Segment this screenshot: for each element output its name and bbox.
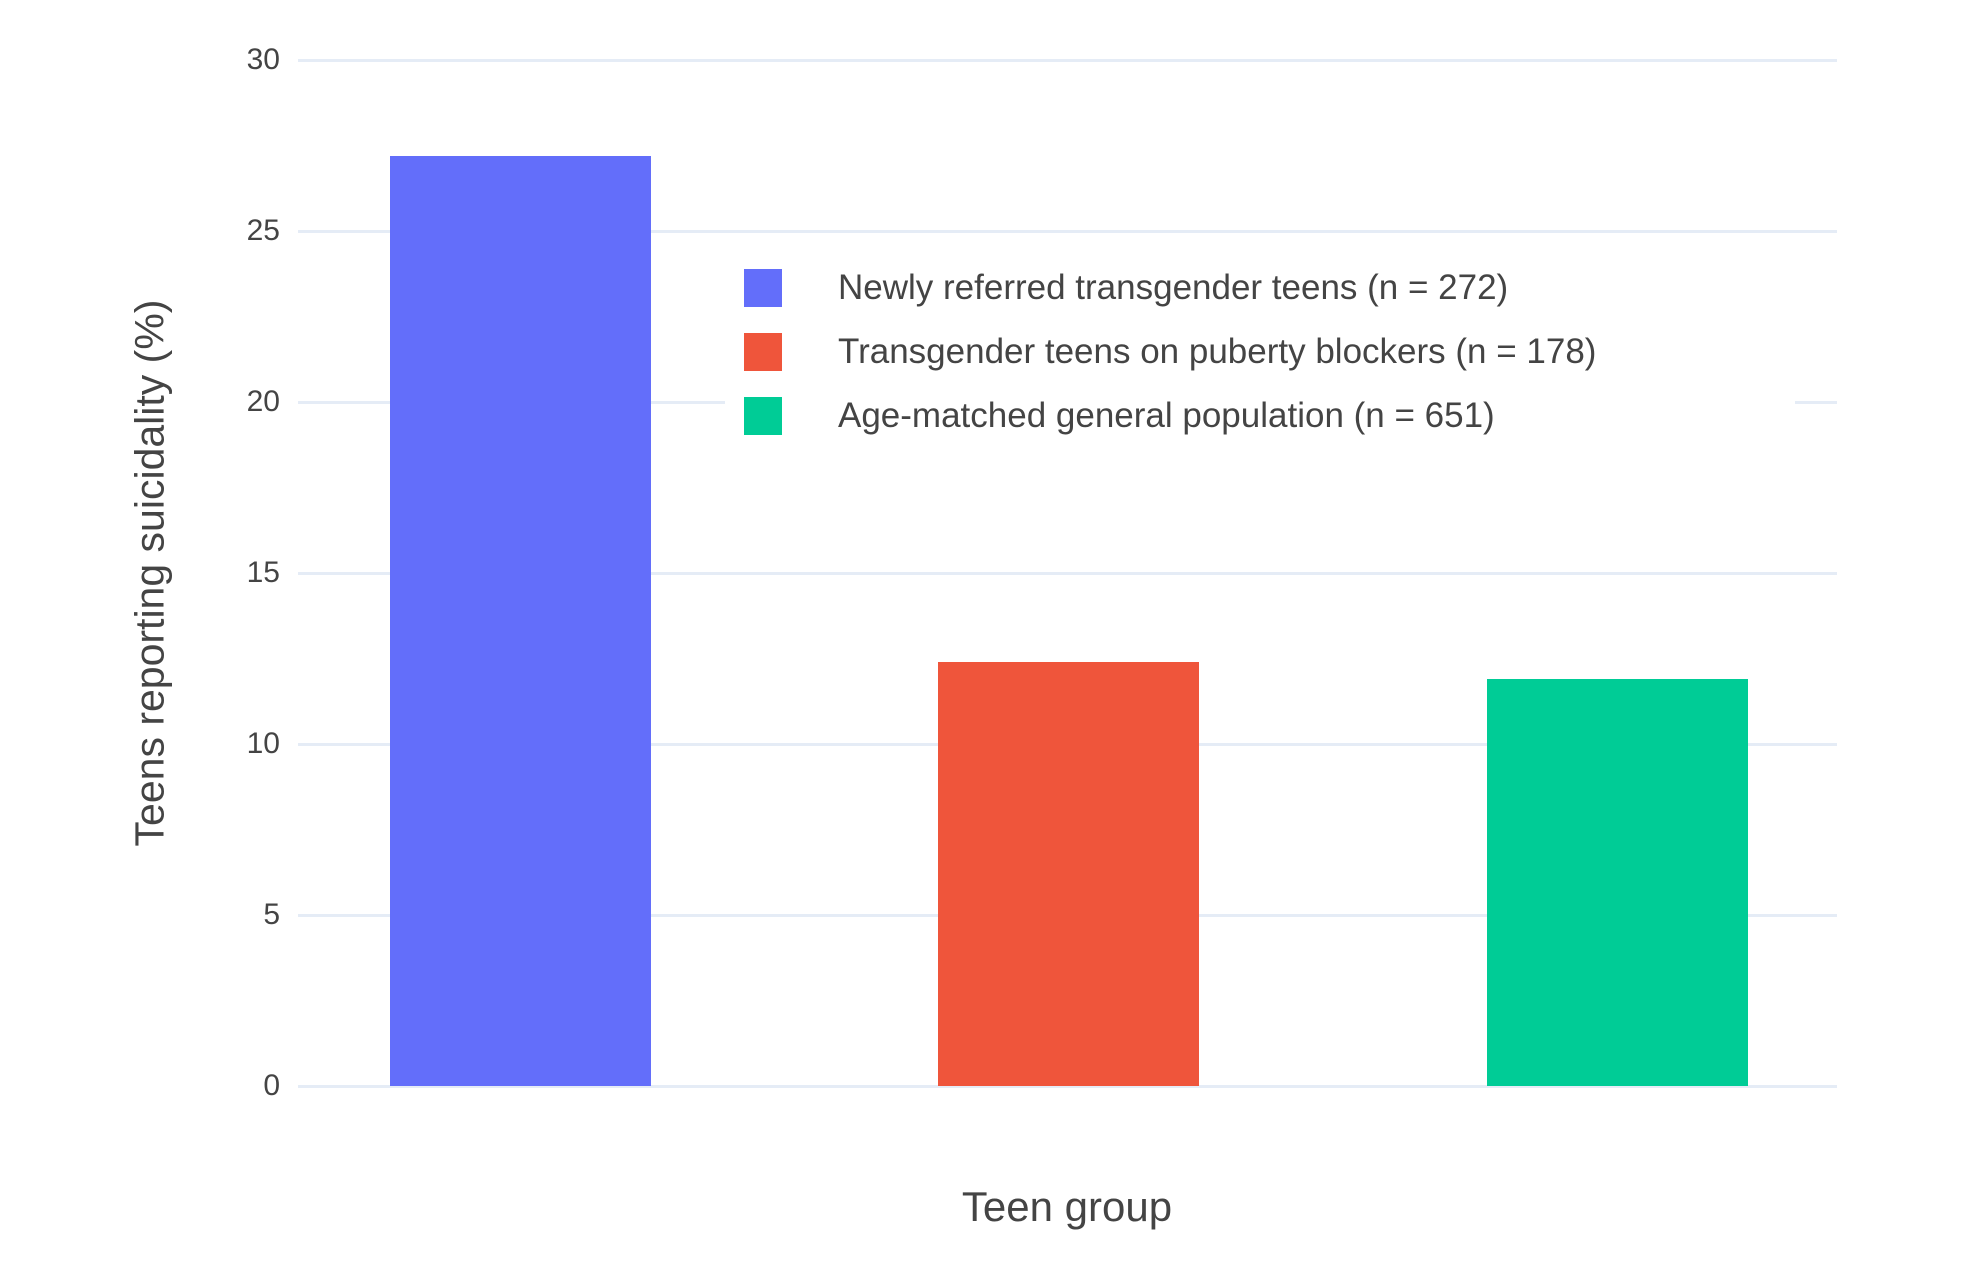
gridline-y-15: [298, 571, 1837, 575]
y-tick-label-20: 20: [246, 385, 280, 418]
legend-swatch-red: [744, 333, 782, 371]
y-tick-label-10: 10: [246, 727, 280, 760]
bar-age-matched-general-population: [1487, 679, 1748, 1086]
x-axis-title: Teen group: [961, 1183, 1173, 1230]
bar-newly-referred-transgender-teens: [390, 155, 651, 1086]
y-tick-label-0: 0: [263, 1069, 280, 1102]
y-axis-title: Teens reporting suicidality (%): [126, 299, 173, 847]
gridline-y-25: [298, 229, 1837, 233]
legend-label: Newly referred transgender teens (n = 27…: [838, 268, 1509, 307]
y-tick-label-25: 25: [246, 214, 280, 247]
legend-item-general-population[interactable]: Age-matched general population (n = 651): [725, 384, 1795, 448]
plot-area: [298, 58, 1837, 1088]
legend-label: Age-matched general population (n = 651): [838, 396, 1495, 435]
y-tick-label-5: 5: [263, 898, 280, 931]
y-axis-tick-labels: 0 5 10 15 20 25 30: [0, 45, 288, 1101]
legend-label: Transgender teens on puberty blockers (n…: [838, 332, 1597, 371]
legend: Newly referred transgender teens (n = 27…: [725, 248, 1795, 462]
y-tick-label-15: 15: [246, 556, 280, 589]
legend-swatch-green: [744, 397, 782, 435]
legend-swatch-blue: [744, 269, 782, 307]
gridline-y-0: [298, 1084, 1837, 1088]
bar-transgender-teens-on-puberty-blockers: [938, 661, 1199, 1086]
legend-item-puberty-blockers[interactable]: Transgender teens on puberty blockers (n…: [725, 320, 1795, 384]
legend-item-newly-referred[interactable]: Newly referred transgender teens (n = 27…: [725, 256, 1795, 320]
y-tick-label-30: 30: [246, 43, 280, 76]
gridline-y-30: [298, 58, 1837, 62]
